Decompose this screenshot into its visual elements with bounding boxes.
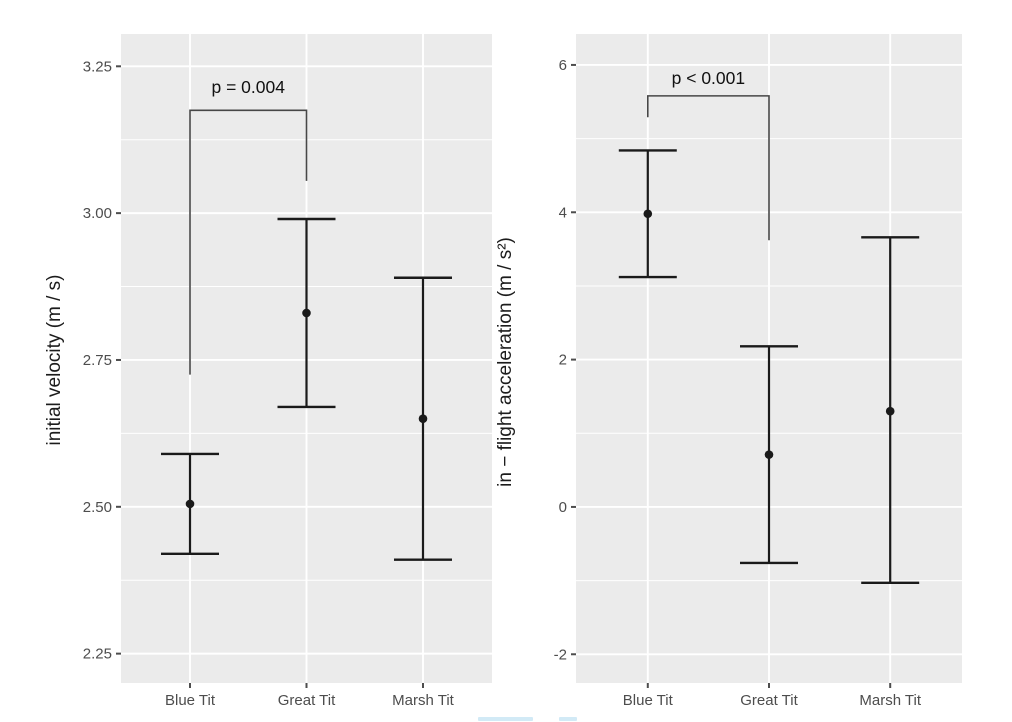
y-tick-label: 2.75: [83, 352, 112, 369]
y-axis-title: initial velocity (m / s): [44, 274, 65, 445]
p-value-label: p = 0.004: [212, 77, 286, 97]
x-tick-label: Marsh Tit: [859, 692, 922, 709]
point-estimate: [185, 499, 195, 509]
y-tick-label: 3.00: [83, 205, 112, 222]
x-tick-label: Blue Tit: [165, 692, 216, 709]
y-tick-label: 2: [559, 352, 567, 369]
point-estimate: [418, 414, 428, 424]
point-estimate: [764, 450, 774, 459]
x-tick-label: Blue Tit: [623, 692, 674, 709]
y-tick-label: 2.25: [83, 646, 112, 663]
y-tick-label: 3.25: [83, 58, 112, 75]
point-estimate: [885, 406, 895, 416]
y-tick-label: -2: [554, 646, 567, 663]
y-tick-label: 2.50: [83, 499, 112, 516]
significance-bracket: [189, 109, 308, 375]
y-axis-title: in − flight acceleration (m / s²): [495, 237, 516, 487]
y-tick-label: 0: [559, 499, 567, 516]
cropped-ui-fragment: [478, 717, 533, 721]
significance-bracket: [646, 95, 770, 241]
p-value-label: p < 0.001: [672, 68, 745, 88]
x-tick-label: Marsh Tit: [392, 692, 455, 709]
point-estimate: [643, 209, 653, 219]
panel-initial-velocity: 2.25 2.50 2.75 3.00 3.25 Blue Tit Great Tit Mar…: [44, 34, 492, 709]
x-tick-label: Great Tit: [740, 692, 798, 709]
point-estimate: [302, 308, 311, 318]
x-tick-label: Great Tit: [278, 692, 336, 709]
y-tick-label: 4: [559, 204, 567, 221]
panel-inflight-acceleration: -2 0 2 4 6 Blue Tit Great Tit Marsh Tit p < 0.00…: [495, 34, 962, 709]
y-tick-label: 6: [559, 57, 567, 74]
cropped-ui-fragment: [559, 717, 577, 721]
